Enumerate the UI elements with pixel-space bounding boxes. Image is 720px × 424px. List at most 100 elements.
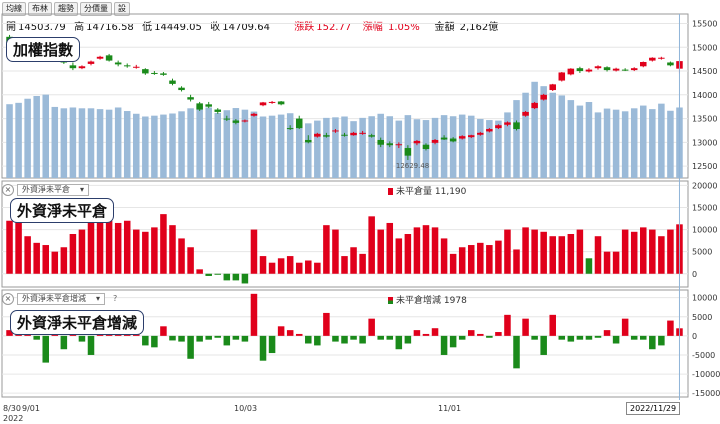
volume-bar — [540, 86, 547, 178]
oi-axis-tick-label: 15000 — [692, 204, 717, 213]
volume-bar — [305, 123, 312, 178]
panel3-legend-label: 未平倉增減 — [396, 296, 442, 306]
open-interest-bar — [377, 229, 384, 274]
volume-bar — [160, 114, 167, 178]
tab-trend[interactable]: 趨勢 — [54, 2, 78, 16]
high-label: 高 — [74, 22, 85, 33]
oi-change-axis-tick-label: -5000 — [692, 351, 715, 360]
volume-bar — [649, 109, 656, 178]
volume-bar — [142, 116, 149, 178]
volume-bar — [368, 116, 375, 178]
oi-change-bar — [612, 335, 620, 344]
candle-body — [449, 138, 457, 142]
oi-change-bar — [640, 335, 647, 340]
open-interest-bar — [178, 238, 185, 274]
volume-bar — [15, 102, 22, 178]
candle-body — [123, 65, 131, 67]
open-interest-bar — [60, 247, 68, 274]
oi-change-bar — [314, 335, 321, 346]
oi-change-bar — [585, 335, 593, 340]
panel3-indicator-selector[interactable]: × 外資淨未平倉增減 ▾ ? — [2, 293, 117, 305]
volume-bar — [314, 120, 321, 178]
volume-bar — [169, 113, 176, 178]
panel2-indicator-selector[interactable]: × 外資淨未平倉 ▾ — [2, 184, 90, 196]
tab-settings[interactable]: 設 — [114, 2, 130, 16]
open-interest-bar — [395, 238, 403, 274]
open-interest-bar — [286, 256, 294, 274]
open-interest-bar — [323, 225, 330, 274]
candle-body — [422, 144, 430, 150]
volume-bar — [51, 106, 59, 178]
candle-body — [187, 97, 194, 100]
candle-body — [169, 80, 176, 84]
open-interest-bar — [105, 220, 113, 274]
volume-bar — [42, 94, 49, 178]
volume-bar — [594, 112, 602, 178]
candle-body — [477, 132, 484, 135]
candle-body — [250, 113, 258, 116]
open-interest-bar — [169, 225, 176, 274]
open-interest-bar — [549, 236, 556, 274]
oi-axis-tick-label: 10000 — [692, 226, 717, 235]
candle-body — [486, 129, 493, 132]
volume-bar — [232, 108, 240, 178]
oi-change-bar — [259, 335, 267, 361]
open-interest-bar — [332, 229, 339, 274]
oi-change-bar — [594, 335, 602, 338]
candle-body — [522, 111, 529, 116]
oi-change-bar — [431, 328, 439, 336]
open-label: 開 — [6, 22, 16, 33]
oi-change-bar — [630, 335, 638, 340]
open-interest-bar — [33, 242, 40, 274]
price-axis-tick-label: 13500 — [692, 115, 717, 124]
candle-body — [395, 144, 403, 146]
price-axis-tick-label: 14000 — [692, 91, 717, 100]
volume-bar — [658, 103, 665, 178]
oi-change-bar — [350, 335, 357, 340]
oi-change-bar — [178, 335, 185, 342]
panel2-legend: 未平倉量 11,190 — [388, 184, 466, 197]
amount-label: 金額 — [434, 22, 455, 33]
oi-change-bar — [332, 335, 339, 342]
candle-body — [576, 68, 584, 72]
volume-bar — [486, 120, 493, 178]
tab-volume-profile[interactable]: 分價量 — [80, 2, 112, 16]
volume-bar — [96, 109, 104, 178]
volume-bar — [114, 107, 122, 178]
oi-change-bar — [160, 326, 167, 336]
oi-change-bar — [522, 318, 529, 336]
oi-change-bar — [513, 335, 520, 369]
tab-moving-average[interactable]: 均線 — [2, 2, 26, 16]
help-icon[interactable]: ? — [113, 294, 118, 303]
open-interest-bar — [486, 245, 493, 274]
oi-change-bar — [531, 335, 538, 340]
volume-bar — [24, 98, 31, 178]
candle-body — [603, 67, 611, 71]
volume-bar — [603, 108, 611, 178]
volume-bar — [549, 92, 556, 178]
volume-bar — [323, 117, 330, 178]
panel3-title: 外資淨未平倉增減 — [10, 310, 145, 335]
oi-change-bar — [377, 335, 384, 340]
amount-value: 2,162億 — [459, 22, 499, 33]
open-interest-bar — [603, 251, 611, 274]
open-interest-bar — [495, 240, 502, 274]
oi-change-bar — [667, 320, 674, 336]
open-interest-bar — [151, 227, 158, 274]
oi-change-axis-tick-label: -10000 — [692, 370, 720, 379]
close-icon[interactable]: × — [2, 293, 14, 305]
candle-body — [540, 94, 547, 100]
oi-change-bar — [223, 335, 231, 346]
open-interest-bar — [341, 256, 348, 274]
oi-change-bar — [368, 318, 375, 336]
volume-bar — [667, 110, 674, 178]
tab-bollinger[interactable]: 布林 — [28, 2, 52, 16]
open-interest-bar — [576, 229, 584, 274]
oi-change-bar — [567, 335, 575, 342]
open-interest-bar — [15, 214, 22, 274]
close-icon[interactable]: × — [2, 184, 14, 196]
candle-body — [667, 62, 674, 66]
oi-axis-tick-label: 0 — [692, 270, 697, 279]
volume-bar — [205, 107, 212, 178]
